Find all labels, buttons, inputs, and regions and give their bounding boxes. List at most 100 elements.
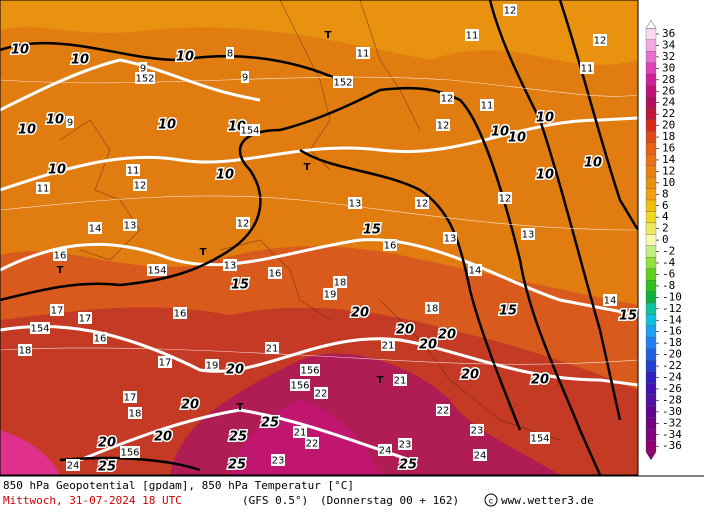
label-box <box>425 302 439 314</box>
legend-swatch <box>645 199 657 212</box>
pressure-symbol: T <box>200 247 207 258</box>
value-label: 22 <box>306 439 319 450</box>
legend-swatch <box>645 440 657 453</box>
legend-label: -8 <box>662 279 675 292</box>
legend-swatch <box>645 314 657 327</box>
legend-label: -30 <box>662 405 682 418</box>
legend-swatch <box>645 188 657 201</box>
isoline-label: 15 <box>363 223 381 238</box>
value-label: 16 <box>54 251 67 262</box>
label-box <box>66 459 80 471</box>
value-label: 14 <box>604 296 617 307</box>
label-box <box>241 71 249 83</box>
legend-swatch <box>645 108 657 121</box>
isoline-label: 20 <box>461 368 479 383</box>
legend-swatch <box>645 302 657 315</box>
label-box <box>293 426 307 438</box>
label-box <box>93 332 107 344</box>
value-label: 17 <box>124 393 137 404</box>
label-box <box>381 339 395 351</box>
isoline-label: 25 <box>228 458 246 473</box>
isoline-label: 25 <box>399 458 417 473</box>
label-box <box>133 179 147 191</box>
value-label: 23 <box>471 426 484 437</box>
value-label: 156 <box>120 448 139 459</box>
legend-swatch <box>645 257 657 269</box>
pressure-symbol: T <box>237 402 244 413</box>
legend-swatch <box>645 142 657 155</box>
legend-label: 36 <box>662 27 675 40</box>
isoline-label: 10 <box>536 111 554 126</box>
legend-swatch <box>645 394 657 407</box>
value-label: 152 <box>333 78 352 89</box>
footer-date: Mittwoch, 31-07-2024 18 UTC <box>3 494 182 507</box>
legend-label: 10 <box>662 176 675 189</box>
legend-label: 14 <box>662 153 676 166</box>
isoline-label: 10 <box>584 156 602 171</box>
label-box <box>78 312 92 324</box>
value-label: 23 <box>272 456 285 467</box>
label-box <box>305 437 319 449</box>
label-box <box>205 359 219 371</box>
legend-label: 34 <box>662 38 676 51</box>
label-box <box>498 192 512 204</box>
isoline-label: 20 <box>181 398 199 413</box>
label-box <box>580 62 594 74</box>
value-label: 17 <box>79 314 92 325</box>
map-fields <box>0 0 638 475</box>
label-box <box>378 444 392 456</box>
label-box <box>126 164 140 176</box>
value-label: 154 <box>240 126 259 137</box>
label-box <box>415 197 429 209</box>
legend-label: -18 <box>662 336 682 349</box>
label-box <box>88 222 102 234</box>
label-box <box>147 264 167 276</box>
value-label: 13 <box>349 199 362 210</box>
label-box <box>333 276 347 288</box>
value-label: 8 <box>227 49 233 60</box>
legend-swatch <box>645 51 657 63</box>
footer-site: www.wetter3.de <box>501 494 594 507</box>
legend-label: 0 <box>662 233 669 246</box>
copyright-icon <box>484 493 498 507</box>
label-box <box>236 217 250 229</box>
label-box <box>593 34 607 46</box>
value-label: 16 <box>94 334 107 345</box>
pressure-symbol: T <box>377 375 384 386</box>
value-label: 12 <box>437 121 450 132</box>
label-box <box>443 232 457 244</box>
label-box <box>314 387 328 399</box>
label-box <box>470 424 484 436</box>
legend-label: -20 <box>662 348 682 361</box>
value-label: 21 <box>266 344 279 355</box>
label-box <box>240 124 260 136</box>
legend-label: 18 <box>662 130 675 143</box>
legend-label: 8 <box>662 187 669 200</box>
label-box <box>123 391 137 403</box>
isoline-label: 10 <box>46 113 64 128</box>
label-box <box>18 344 32 356</box>
legend-label: 30 <box>662 61 675 74</box>
label-box <box>135 72 155 84</box>
legend-label: 28 <box>662 73 675 86</box>
value-label: 22 <box>437 406 450 417</box>
value-label: 11 <box>37 184 50 195</box>
label-box <box>226 47 234 59</box>
value-label: 17 <box>159 358 172 369</box>
legend-label: 2 <box>662 222 669 235</box>
legend-swatch <box>645 280 657 292</box>
label-box <box>473 449 487 461</box>
value-label: 12 <box>504 6 517 17</box>
label-box <box>173 307 187 319</box>
label-box <box>521 228 535 240</box>
isoline-label: 10 <box>48 163 66 178</box>
value-label: 11 <box>481 101 494 112</box>
value-label: 156 <box>300 366 319 377</box>
value-label: 12 <box>237 219 250 230</box>
legend-swatch <box>645 234 657 246</box>
isoline-label: 10 <box>536 168 554 183</box>
value-label: 24 <box>67 461 80 472</box>
